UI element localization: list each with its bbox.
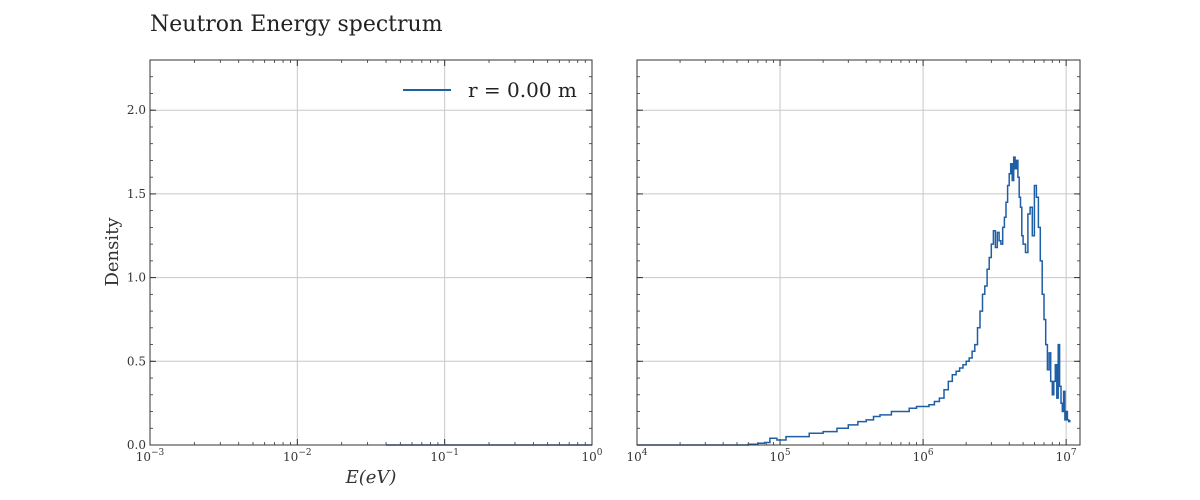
y-tick-label: 2.0 bbox=[127, 103, 146, 117]
x-tick-label: 105 bbox=[770, 448, 791, 464]
y-axis-label: Density bbox=[102, 217, 123, 287]
y-tick-label: 1.0 bbox=[127, 271, 146, 285]
y-tick-label: 1.5 bbox=[127, 187, 146, 201]
x-tick-label: 100 bbox=[581, 448, 602, 464]
x-tick-label: 107 bbox=[1056, 448, 1077, 464]
chart-title: Neutron Energy spectrum bbox=[150, 12, 443, 37]
y-tick-label: 0.5 bbox=[127, 354, 146, 368]
chart-panel-right: 104 105 106 107 bbox=[626, 59, 1081, 464]
x-tick-label: 10−2 bbox=[283, 448, 312, 464]
series-line bbox=[637, 156, 1071, 446]
x-tick-label: 10−3 bbox=[136, 448, 165, 464]
legend: r = 0.00 m bbox=[403, 78, 577, 102]
axes-frame bbox=[149, 59, 593, 446]
x-tick-label: 106 bbox=[913, 448, 934, 464]
x-axis-label: E(eV) bbox=[345, 467, 397, 488]
x-tick-label: 104 bbox=[626, 448, 647, 464]
x-tick-label: 10−1 bbox=[430, 448, 459, 464]
y-tick-label: 0.0 bbox=[127, 438, 146, 452]
chart-panel-left: 10−3 10−2 10−1 100 0.0 0.5 1.0 1.5 2.0 bbox=[127, 59, 603, 464]
axes-frame bbox=[636, 59, 1081, 446]
legend-entry-label: r = 0.00 m bbox=[468, 78, 577, 102]
